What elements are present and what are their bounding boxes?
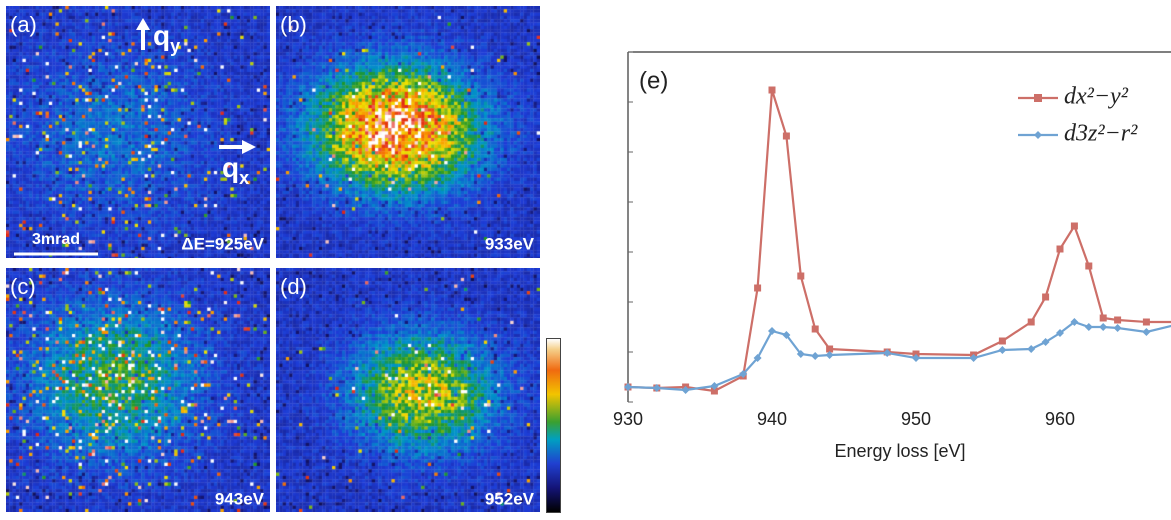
energy-label: 933eV (485, 234, 535, 253)
x-tick-label: 940 (757, 409, 787, 429)
image-panel (276, 6, 540, 258)
annotation: (e) (639, 67, 668, 94)
image-panel (276, 268, 540, 512)
scale-bar-label: 3mrad (32, 231, 80, 248)
panel-label: (a) (10, 12, 37, 37)
x-axis-label: Energy loss [eV] (834, 441, 965, 461)
legend-marker (1034, 94, 1042, 102)
legend-label: dx²−y² (1064, 84, 1129, 110)
sub: y (170, 36, 180, 56)
q: q (222, 152, 239, 183)
panel-label: (d) (280, 274, 307, 299)
x-tick-label: 960 (1045, 409, 1075, 429)
marker (811, 352, 820, 360)
energy-label: 943eV (215, 489, 265, 508)
marker (681, 386, 690, 394)
arrow (242, 140, 256, 154)
marker (1056, 245, 1064, 253)
marker (998, 346, 1007, 354)
marker (1070, 222, 1078, 230)
marker (1056, 329, 1064, 337)
marker (825, 351, 834, 359)
marker (710, 382, 719, 390)
marker (883, 349, 892, 357)
arrow (136, 18, 150, 30)
marker (826, 345, 834, 353)
marker (1042, 293, 1050, 301)
marker (782, 331, 791, 339)
sub: x (239, 168, 249, 188)
q: q (153, 20, 170, 51)
panel-label: (c) (10, 274, 36, 299)
energy-label: 952eV (485, 489, 535, 508)
series-line (627, 89, 1171, 393)
x-tick-label: 950 (901, 409, 931, 429)
marker (1113, 324, 1122, 332)
marker (1027, 318, 1035, 326)
image-panel (6, 6, 270, 258)
marker (710, 387, 718, 395)
marker (1142, 318, 1150, 326)
series-line (627, 320, 1171, 392)
marker (768, 327, 776, 335)
image-panel (6, 268, 270, 512)
marker (1085, 262, 1093, 270)
marker (1070, 318, 1079, 326)
energy-label: ΔE=925eV (181, 234, 264, 253)
marker (969, 354, 978, 362)
marker (1084, 323, 1093, 331)
marker (998, 337, 1006, 345)
panel-label: (b) (280, 12, 307, 37)
marker (1142, 328, 1151, 336)
marker (1041, 338, 1050, 346)
marker (796, 350, 805, 358)
marker (811, 325, 819, 333)
marker (739, 370, 748, 378)
marker (753, 354, 762, 362)
marker (652, 384, 661, 392)
axis-q: qx (222, 152, 249, 187)
marker (1099, 314, 1107, 322)
marker (782, 132, 790, 140)
marker (1114, 316, 1122, 324)
legend-marker (1034, 131, 1042, 139)
marker (768, 86, 776, 94)
axis-q: qy (153, 20, 180, 55)
marker (912, 354, 920, 362)
colorbar (546, 338, 561, 513)
marker (1027, 345, 1036, 353)
marker (624, 383, 632, 391)
plot-area (624, 86, 1171, 395)
x-tick-label: 930 (613, 409, 643, 429)
marker (754, 284, 762, 292)
legend-label: d3z²−r² (1064, 121, 1138, 147)
marker (797, 272, 805, 280)
marker (1099, 323, 1108, 331)
